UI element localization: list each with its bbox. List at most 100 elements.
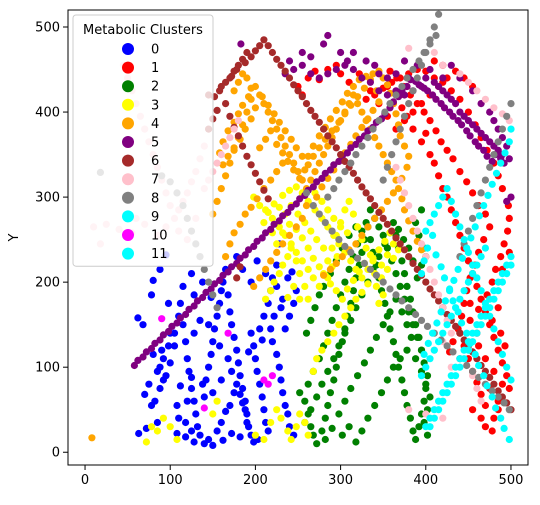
point-s2-106 [352,438,360,446]
point-s11-35 [501,149,509,157]
point-s9-39 [488,393,496,401]
point-s4-45 [389,189,397,197]
legend-entries: 0 1 2 3 4 5 6 7 8 9 10 11 [122,43,168,262]
point-s4-85 [275,118,283,126]
x-tick-label-300: 300 [328,473,353,488]
point-s4-58 [318,183,326,191]
point-s3-60 [309,367,317,375]
point-s7-75 [392,163,400,171]
point-s5-101 [352,140,360,148]
point-s5-150 [142,348,150,356]
point-s5-18 [439,74,447,82]
point-s3-98 [275,203,283,211]
point-s4-50 [358,231,366,239]
point-s11-0 [417,372,426,380]
point-s5-126 [245,246,253,254]
point-s8-55 [375,117,383,125]
legend-label-4: 4 [151,117,159,132]
point-s0-61 [230,389,238,397]
point-s3-102 [285,220,294,228]
point-s8-43 [494,393,502,401]
point-s0-27 [187,427,196,435]
point-s3-15 [292,423,300,431]
point-s4-114 [315,132,323,140]
point-s7-16 [217,151,225,159]
point-s5-24 [490,117,498,125]
point-s0-114 [187,270,196,278]
point-s0-71 [258,393,266,401]
point-s0-18 [179,321,187,329]
point-s4-36 [358,108,366,116]
point-s0-118 [196,316,204,324]
point-s3-62 [301,282,309,290]
point-s2-31 [389,338,397,346]
point-s0-28 [182,418,190,427]
point-s2-89 [375,223,383,231]
point-s3-4 [166,423,174,431]
point-s8-85 [405,100,413,108]
point-s9-8 [456,223,464,231]
point-s8-27 [392,291,400,299]
point-s2-68 [324,367,332,375]
point-s0-46 [233,346,241,354]
point-s3-8 [251,431,259,439]
point-s4-107 [279,149,287,157]
point-s3-47 [383,251,391,259]
point-s2-8 [324,401,332,410]
point-s5-116 [287,203,295,211]
point-s0-102 [153,367,161,375]
legend-marker-9 [122,210,134,223]
point-s0-132 [190,438,198,446]
point-s5-63 [298,61,306,69]
point-s5-3 [307,53,315,61]
point-s0-65 [241,406,249,414]
point-s6-42 [302,100,311,108]
point-s6-59 [375,208,383,216]
point-s1-105 [449,155,457,163]
point-s3-92 [313,236,321,244]
point-s8-84 [400,112,409,120]
point-s1-56 [504,227,512,235]
point-s1-103 [463,178,471,186]
point-s0-57 [213,427,221,435]
point-s5-56 [358,74,366,82]
point-s4-17 [277,134,285,142]
point-s2-110 [377,389,386,397]
point-s7-19 [230,125,238,133]
point-s7-53 [439,414,447,422]
point-s0-2 [145,380,153,388]
point-s2-51 [403,282,411,290]
point-s4-73 [347,101,355,109]
point-s3-107 [315,263,323,271]
point-s11-38 [430,414,438,422]
point-s5-128 [236,254,244,262]
point-s3-50 [364,280,372,288]
point-s4-95 [219,161,227,169]
point-s10-1 [200,404,208,412]
point-s0-22 [187,384,196,393]
point-s5-6 [337,48,345,57]
point-s11-25 [458,254,466,262]
point-s5-127 [241,251,249,259]
point-s5-58 [341,61,349,69]
point-s3-29 [309,274,317,282]
point-s4-72 [354,93,362,101]
point-s3-41 [362,244,370,252]
point-s5-135 [207,285,215,293]
point-s1-133 [477,414,485,422]
point-s1-89 [490,367,498,375]
point-s6-60 [379,214,387,222]
legend-marker-11 [122,247,134,260]
point-s6-38 [285,74,294,82]
point-s8-50 [347,159,355,167]
point-s1-110 [420,108,428,116]
point-s4-133 [405,152,413,160]
point-s8-13 [302,189,311,197]
legend-label-11: 11 [151,247,168,262]
point-s0-123 [228,367,236,375]
point-s2-3 [307,423,315,431]
point-s11-27 [467,234,475,242]
point-s2-114 [403,346,411,354]
point-s8-35 [443,342,451,350]
point-s0-108 [164,299,173,307]
